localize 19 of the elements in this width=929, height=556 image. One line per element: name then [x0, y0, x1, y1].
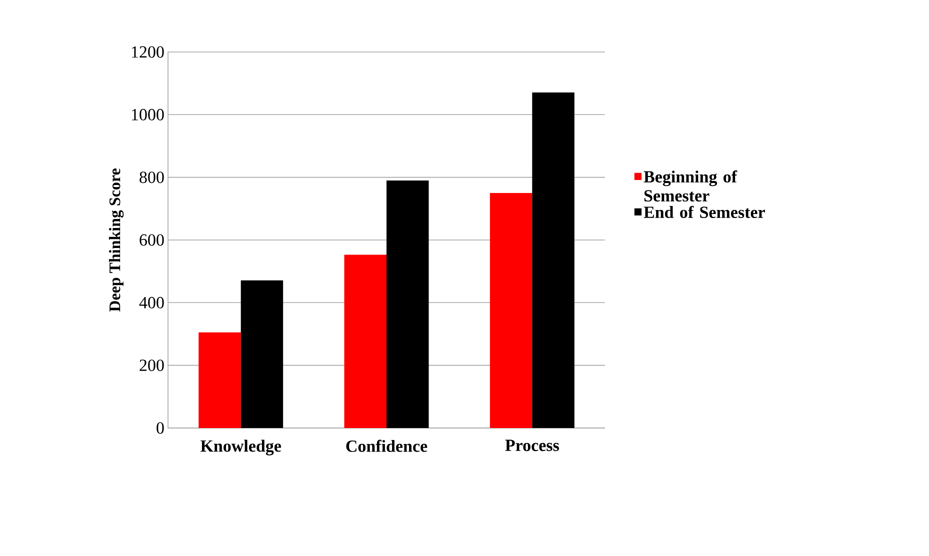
legend-label: End of Semester: [644, 206, 765, 218]
legend-label: Beginning of Semester: [644, 170, 738, 202]
bar: [532, 92, 574, 428]
y-tick-label: 600: [140, 234, 164, 246]
bar: [344, 254, 387, 428]
x-tick-label: Knowledge: [200, 440, 282, 456]
y-tick-label: 200: [140, 360, 164, 372]
y-axis-title: Deep Thinking Score: [108, 168, 124, 312]
y-tick-label: 800: [140, 172, 164, 184]
y-tick-label: 1000: [132, 108, 164, 120]
y-tick-label: 1200: [132, 46, 164, 58]
bar: [490, 192, 532, 428]
x-tick-label: Process: [505, 440, 559, 452]
bar: [198, 332, 241, 428]
bar: [386, 180, 429, 428]
y-tick-label: 0: [156, 422, 164, 434]
bar: [240, 280, 284, 428]
x-tick-label: Confidence: [346, 440, 428, 452]
y-tick-label: 400: [139, 296, 164, 308]
